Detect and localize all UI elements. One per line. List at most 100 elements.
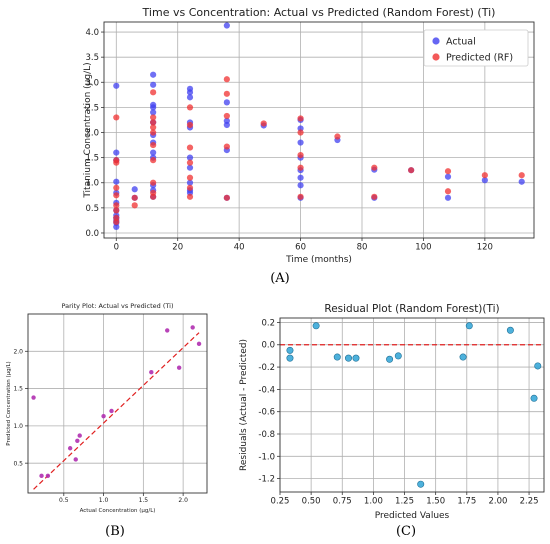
data-point bbox=[101, 413, 106, 419]
x-axis-label: Time (months) bbox=[285, 255, 352, 265]
plot-frame bbox=[103, 21, 535, 239]
chart-title: Residual Plot (Random Forest)(Ti) bbox=[324, 303, 499, 315]
data-point bbox=[386, 355, 394, 363]
y-tick-label: -0.6 bbox=[258, 408, 275, 418]
y-tick-label: 0.0 bbox=[261, 341, 275, 351]
y-tick-label: 2.0 bbox=[13, 348, 23, 355]
data-point bbox=[334, 133, 341, 140]
data-point bbox=[67, 446, 73, 451]
data-point bbox=[444, 173, 452, 180]
x-tick-label: 2.25 bbox=[520, 497, 539, 507]
y-tick-label: 0.0 bbox=[85, 229, 99, 239]
data-point bbox=[39, 473, 44, 479]
y-tick-label: 0.5 bbox=[13, 460, 23, 467]
chart-title: Parity Plot: Actual vs Predicted (Ti) bbox=[61, 302, 173, 310]
plot-area bbox=[280, 318, 544, 492]
data-point bbox=[113, 178, 120, 185]
data-point bbox=[518, 178, 525, 185]
data-point bbox=[530, 394, 538, 402]
data-point bbox=[150, 71, 157, 78]
data-point bbox=[113, 192, 120, 199]
x-tick-label: 0 bbox=[114, 243, 119, 253]
y-axis-label: Titanium Concentration (µg/L) bbox=[83, 62, 93, 198]
x-tick-label: 80 bbox=[357, 243, 368, 253]
data-point bbox=[131, 186, 138, 193]
data-point bbox=[186, 174, 194, 181]
x-tick-label: 0.50 bbox=[302, 497, 321, 507]
y-tick-label: 4.0 bbox=[85, 28, 99, 38]
data-point bbox=[31, 395, 36, 400]
data-point bbox=[297, 129, 304, 136]
data-point bbox=[73, 457, 78, 462]
x-tick-label: 1.25 bbox=[395, 497, 414, 507]
y-tick-label: -0.2 bbox=[258, 363, 275, 373]
x-tick-label: 1.50 bbox=[426, 497, 445, 507]
data-point bbox=[394, 352, 402, 360]
data-point bbox=[286, 346, 294, 354]
data-point bbox=[260, 120, 267, 127]
data-point bbox=[150, 179, 157, 186]
data-point bbox=[186, 89, 194, 96]
data-point bbox=[481, 172, 488, 179]
data-point bbox=[352, 354, 360, 362]
x-tick-label: 20 bbox=[172, 243, 183, 253]
chart-c: 0.25 0.50 0.75 1.00 1.25 1.50 1.75 2.00 2.25 0.2 0… bbox=[239, 303, 545, 520]
data-point bbox=[297, 115, 304, 122]
data-point bbox=[150, 119, 157, 126]
legend-marker bbox=[432, 37, 440, 45]
chart-b: 0.5 1.0 1.5 2.0 0.5 1.0 1.5 2.0 Parity Plot: Act… bbox=[6, 302, 208, 514]
data-point bbox=[333, 353, 341, 361]
chart-title: Time vs Concentration: Actual vs Predict… bbox=[142, 6, 496, 19]
x-tick-label: 1.5 bbox=[139, 497, 149, 504]
legend-box bbox=[423, 29, 529, 67]
x-tick-label: 2.00 bbox=[488, 497, 507, 507]
data-point bbox=[297, 193, 304, 200]
data-point bbox=[113, 82, 120, 89]
y-tick-label: 0.2 bbox=[261, 318, 275, 328]
data-point bbox=[113, 184, 120, 191]
legend-entry: Actual bbox=[446, 37, 476, 48]
data-point bbox=[150, 104, 157, 111]
x-tick-label: 0.5 bbox=[59, 497, 69, 504]
data-point bbox=[150, 129, 157, 136]
y-tick-label: 1.0 bbox=[13, 423, 23, 430]
data-point bbox=[150, 109, 157, 116]
data-point bbox=[312, 322, 320, 330]
data-point bbox=[196, 341, 202, 347]
x-tick-label: 0.75 bbox=[333, 497, 352, 507]
y-tick-label: 3.0 bbox=[85, 78, 99, 88]
data-point bbox=[286, 354, 294, 362]
plot-area bbox=[28, 314, 207, 493]
data-point bbox=[186, 94, 194, 101]
data-point bbox=[150, 124, 157, 131]
data-point bbox=[186, 159, 194, 166]
data-point bbox=[176, 365, 182, 370]
data-point bbox=[518, 172, 525, 179]
data-point bbox=[150, 114, 157, 121]
plot-frame bbox=[279, 317, 545, 493]
data-point bbox=[113, 218, 120, 226]
data-point bbox=[113, 223, 120, 231]
data-point bbox=[131, 202, 138, 209]
data-point bbox=[150, 141, 157, 149]
data-point bbox=[534, 362, 542, 370]
y-tick-label: 1.0 bbox=[85, 179, 99, 189]
data-point bbox=[297, 139, 304, 146]
data-point bbox=[150, 149, 157, 156]
data-point bbox=[186, 164, 194, 171]
x-tick-label: 1.75 bbox=[457, 497, 476, 507]
data-point bbox=[344, 354, 352, 362]
x-tick-label: 1.00 bbox=[364, 497, 383, 507]
data-point bbox=[186, 104, 194, 111]
data-point bbox=[150, 89, 157, 96]
data-point bbox=[444, 188, 452, 195]
data-point bbox=[190, 325, 195, 330]
data-point bbox=[223, 99, 230, 106]
x-tick-label: 0.25 bbox=[271, 497, 290, 507]
y-axis-label: Residuals (Actual - Predicted) bbox=[239, 339, 249, 471]
data-point bbox=[150, 157, 157, 164]
data-point bbox=[186, 144, 194, 151]
data-point bbox=[506, 326, 514, 334]
data-point bbox=[45, 473, 51, 479]
panel-a: 0 20 40 60 80 100 120 0.0 0.5 1.0 1.5 2.0 2.5 3.0 3.5 4… bbox=[0, 0, 550, 270]
